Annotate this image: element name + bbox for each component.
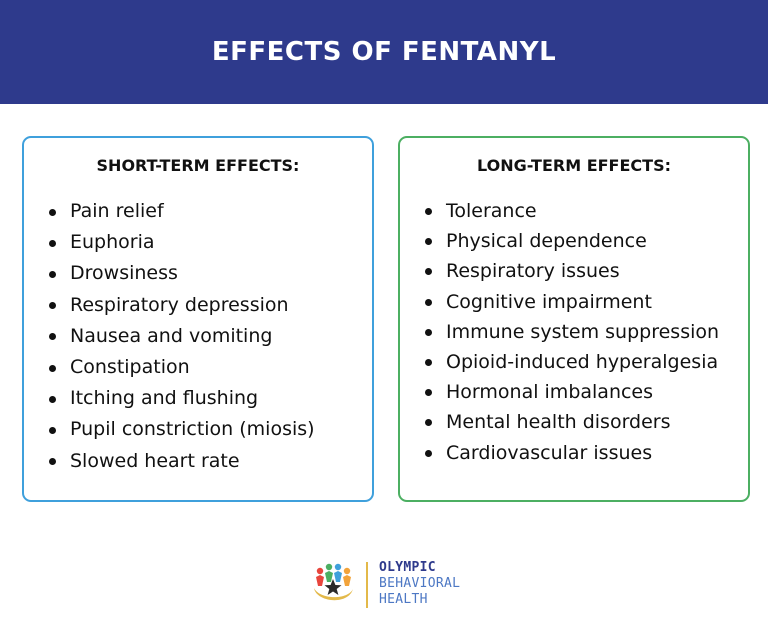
list-item-text: Pupil constriction (miosis) [70, 418, 315, 441]
list-item-text: Itching and flushing [70, 387, 259, 410]
bullet-icon [49, 239, 56, 247]
list-item: Mental health disorders [400, 407, 719, 437]
bullet-icon [425, 419, 432, 427]
bullet-icon [49, 302, 56, 310]
list-item-text: Cardiovascular issues [446, 441, 653, 464]
logo-line-3: HEALTH [379, 592, 428, 607]
bullet-icon [49, 333, 56, 341]
short-term-effects-card: SHORT-TERM EFFECTS: Pain relief Euphoria… [22, 136, 374, 502]
bullet-icon [425, 238, 432, 246]
bullet-icon [425, 298, 432, 306]
logo-divider [366, 562, 368, 608]
list-item: Hormonal imbalances [400, 377, 719, 407]
list-item-text: Cognitive impairment [446, 290, 652, 313]
bullet-icon [49, 426, 56, 434]
bullet-icon [425, 208, 432, 216]
logo-wordmark: OLYMPIC BEHAVIORAL HEALTH [379, 560, 460, 608]
long-term-effects-card: LONG-TERM EFFECTS: Tolerance Physical de… [398, 136, 750, 502]
bullet-icon [49, 395, 56, 403]
list-item-text: Immune system suppression [446, 320, 720, 343]
list-item-text: Respiratory depression [70, 293, 289, 316]
long-term-list: Tolerance Physical dependence Respirator… [400, 196, 719, 468]
list-item: Slowed heart rate [24, 446, 315, 477]
list-item-text: Euphoria [70, 231, 155, 254]
list-item: Opioid-induced hyperalgesia [400, 347, 719, 377]
figures-circle-logo-icon [314, 563, 353, 601]
bullet-icon [425, 389, 432, 397]
list-item-text: Physical dependence [446, 230, 647, 253]
bullet-icon [49, 208, 56, 216]
brand-logo: OLYMPIC BEHAVIORAL HEALTH [310, 560, 470, 610]
short-term-heading: SHORT-TERM EFFECTS: [96, 156, 300, 175]
page-title: EFFECTS OF FENTANYL [211, 37, 557, 67]
list-item: Respiratory depression [24, 290, 315, 321]
bullet-icon [425, 268, 432, 276]
list-item-text: Tolerance [446, 200, 537, 222]
list-item: Drowsiness [24, 258, 315, 289]
list-item: Euphoria [24, 227, 315, 258]
bullet-icon [49, 458, 56, 466]
list-item: Respiratory issues [400, 256, 719, 286]
list-item: Itching and flushing [24, 383, 315, 414]
bullet-icon [49, 270, 56, 278]
list-item: Pain relief [24, 196, 315, 227]
list-item: Cognitive impairment [400, 287, 719, 317]
logo-line-1: OLYMPIC [379, 560, 436, 575]
list-item-text: Hormonal imbalances [446, 381, 654, 404]
long-term-heading: LONG-TERM EFFECTS: [477, 156, 671, 175]
list-item-text: Opioid-induced hyperalgesia [446, 350, 719, 373]
list-item-text: Mental health disorders [446, 411, 671, 434]
list-item-text: Pain relief [70, 200, 164, 222]
header-banner: EFFECTS OF FENTANYL [0, 0, 768, 104]
bullet-icon [425, 328, 432, 336]
bullet-icon [425, 449, 432, 457]
list-item: Pupil constriction (miosis) [24, 414, 315, 445]
list-item: Constipation [24, 352, 315, 383]
list-item-text: Slowed heart rate [70, 449, 240, 472]
list-item: Tolerance [400, 196, 719, 226]
list-item-text: Respiratory issues [446, 260, 620, 283]
list-item: Nausea and vomiting [24, 321, 315, 352]
bullet-icon [425, 359, 432, 367]
logo-line-2: BEHAVIORAL [379, 576, 461, 591]
list-item-text: Drowsiness [70, 262, 178, 285]
list-item: Immune system suppression [400, 317, 719, 347]
list-item-text: Constipation [70, 355, 190, 378]
list-item-text: Nausea and vomiting [70, 324, 273, 347]
short-term-list: Pain relief Euphoria Drowsiness Respirat… [24, 196, 315, 477]
list-item: Physical dependence [400, 226, 719, 256]
list-item: Cardiovascular issues [400, 438, 719, 468]
bullet-icon [49, 364, 56, 372]
